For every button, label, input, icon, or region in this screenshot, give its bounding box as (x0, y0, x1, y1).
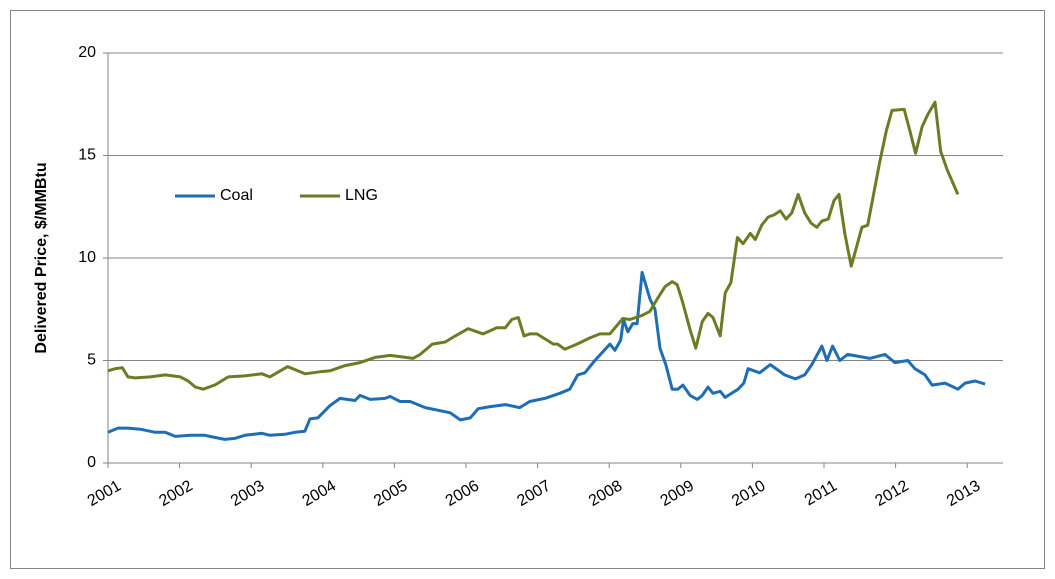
y-tick-label: 0 (87, 454, 96, 471)
legend-label: Coal (220, 187, 253, 204)
y-tick-label: 15 (78, 147, 96, 164)
line-series (107, 270, 986, 441)
legend-label: LNG (345, 187, 378, 204)
line-series (107, 100, 960, 391)
y-tick-label: 10 (78, 249, 96, 266)
y-tick-label: 20 (78, 44, 96, 61)
chart-frame (10, 10, 1045, 569)
y-axis-label: Delivered Price, $/MMBtu (33, 162, 50, 353)
y-tick-label: 5 (87, 352, 96, 369)
